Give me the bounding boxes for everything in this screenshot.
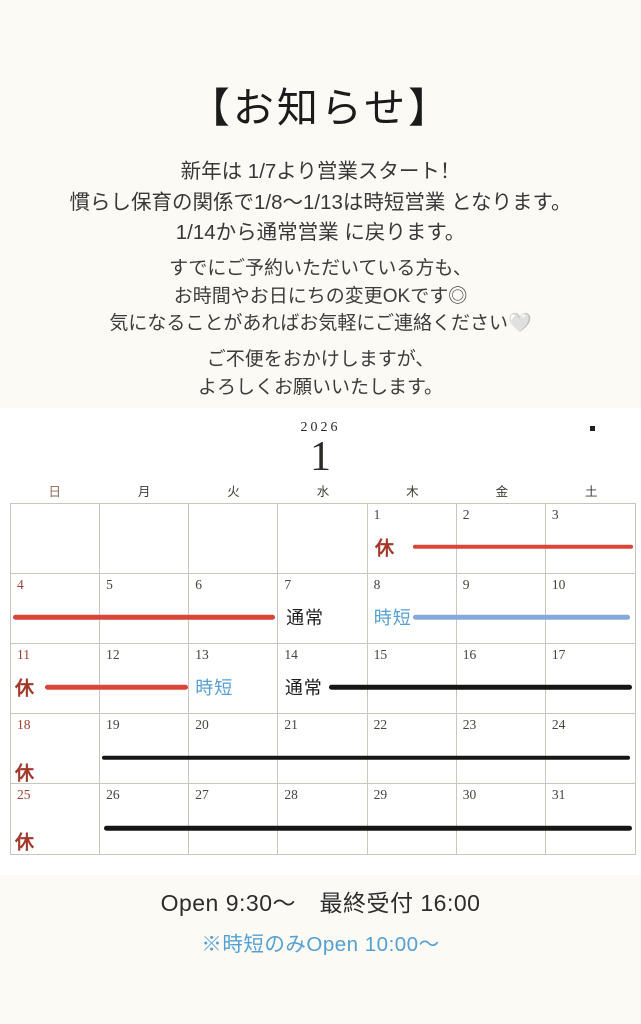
calendar-cell: 24 <box>545 714 635 784</box>
date-number: 21 <box>284 717 298 732</box>
calendar-cell: 4 <box>11 574 101 644</box>
calendar-cell: 15 <box>367 644 457 714</box>
date-number: 8 <box>373 577 381 592</box>
date-number: 22 <box>373 717 388 732</box>
calendar-cell: 26 <box>100 784 190 854</box>
calendar-cell: 27 <box>189 784 279 854</box>
calendar-cell: 10 <box>545 574 635 644</box>
date-number: 13 <box>195 647 209 662</box>
apology-line: ご不便をおかけしますが、 <box>206 349 435 370</box>
weekday-label: 日 <box>48 485 61 499</box>
date-number: 2 <box>462 507 470 522</box>
date-number: 31 <box>551 787 566 802</box>
weekday-label: 火 <box>227 485 240 499</box>
date-number: 11 <box>17 647 30 662</box>
date-number: 29 <box>373 787 388 802</box>
date-number: 16 <box>462 647 477 662</box>
calendar-cell: 2 <box>456 504 546 574</box>
calendar-cell: 31 <box>546 784 635 854</box>
date-number: 6 <box>195 577 203 592</box>
date-number: 30 <box>462 787 477 802</box>
reservation-note: すでにご予約いただいている方も、 お時間やお日にちの変更OKです◎ 気になること… <box>0 255 641 338</box>
intro-line: 慣らし保育の関係で1/8〜1/13は時短営業 となります。 <box>69 190 572 214</box>
calendar-cell <box>11 504 101 574</box>
calendar-cell: 9 <box>456 574 546 644</box>
date-number: 27 <box>195 787 209 802</box>
calendar-cell: 5 <box>100 574 190 644</box>
calendar-cell: 30 <box>457 784 546 854</box>
calendar: 2026 1 日月火水木金土 1 2 3 4 5 6 7 8 9 10 11 12 13 14 15 16 17… <box>0 408 641 875</box>
calendar-cell: 18 <box>11 714 101 784</box>
calendar-cell <box>189 504 279 574</box>
weekday-label: 木 <box>406 485 419 499</box>
calendar-cell: 19 <box>100 714 190 784</box>
calendar-cell: 6 <box>189 574 279 644</box>
calendar-cell: 16 <box>456 644 546 714</box>
weekday-label: 月 <box>137 485 151 499</box>
apology-text: ご不便をおかけしますが、 よろしくお願いいたします。 <box>0 346 641 401</box>
month-number: 1 <box>310 434 331 480</box>
weekday-label: 水 <box>316 485 330 499</box>
date-number: 20 <box>195 717 209 732</box>
date-number: 3 <box>551 507 559 522</box>
date-number: 25 <box>17 787 31 802</box>
intro-line: 1/14から通常営業 に戻ります。 <box>175 221 466 244</box>
reservation-line: お時間やお日にちの変更OKです◎ <box>173 285 468 307</box>
date-number: 7 <box>284 577 292 592</box>
date-number: 26 <box>106 787 120 802</box>
weekday-header-row: 日月火水木金土 <box>10 481 636 500</box>
date-number: 19 <box>106 717 120 732</box>
date-number: 18 <box>17 717 31 732</box>
calendar-cell: 20 <box>189 714 279 784</box>
calendar-cell: 28 <box>278 784 368 854</box>
date-number: 24 <box>551 717 566 732</box>
opening-hours: Open 9:30〜 最終受付 16:00 <box>160 890 481 916</box>
date-number: 17 <box>551 647 566 662</box>
calendar-cell: 7 <box>278 574 368 644</box>
apology-line: よろしくお願いいたします。 <box>197 376 444 398</box>
weekday-label: 金 <box>495 485 509 499</box>
calendar-cell: 25 <box>11 784 101 854</box>
weekday-label: 土 <box>584 485 598 499</box>
date-number: 5 <box>106 577 113 592</box>
intro-line: 新年は 1/7より営業スタート！ <box>180 160 461 183</box>
reservation-line: 気になることがあればお気軽にご連絡ください🤍 <box>109 313 532 334</box>
calendar-cell: 22 <box>367 714 457 784</box>
date-number: 28 <box>284 787 298 802</box>
calendar-cell <box>100 504 190 574</box>
calendar-cell: 29 <box>368 784 457 854</box>
calendar-cell: 14 <box>278 644 368 714</box>
notice-title: 【お知らせ】 <box>188 85 453 131</box>
calendar-cell: 17 <box>545 644 635 714</box>
date-number: 1 <box>373 507 381 522</box>
calendar-cell: 13 <box>189 644 279 714</box>
date-number: 9 <box>462 577 470 592</box>
calendar-cell: 1 <box>367 504 457 574</box>
corner-dot <box>590 426 595 431</box>
short-hours-note: ※時短のみOpen 10:00〜 <box>201 933 440 956</box>
calendar-cell: 11 <box>11 644 101 714</box>
calendar-grid: 1 2 3 4 5 6 7 8 9 10 11 12 13 14 15 16 17 18 19 20 21 22 23 24 2… <box>10 503 636 855</box>
date-number: 10 <box>551 577 566 592</box>
calendar-cell: 3 <box>545 504 635 574</box>
calendar-cell: 23 <box>456 714 546 784</box>
calendar-cell: 21 <box>278 714 368 784</box>
reservation-line: すでにご予約いただいている方も、 <box>169 258 472 279</box>
date-number: 12 <box>106 647 120 662</box>
month-header: 2026 1 <box>0 420 641 478</box>
date-number: 4 <box>17 577 24 592</box>
calendar-cell: 12 <box>100 644 190 714</box>
intro-text: 新年は 1/7より営業スタート！ 慣らし保育の関係で1/8〜1/13は時短営業 … <box>0 157 641 249</box>
year-label: 2026 <box>300 420 341 435</box>
calendar-cell: 8 <box>367 574 457 644</box>
date-number: 23 <box>462 717 477 732</box>
date-number: 14 <box>284 647 298 662</box>
date-number: 15 <box>373 647 388 662</box>
calendar-cell <box>278 504 368 574</box>
